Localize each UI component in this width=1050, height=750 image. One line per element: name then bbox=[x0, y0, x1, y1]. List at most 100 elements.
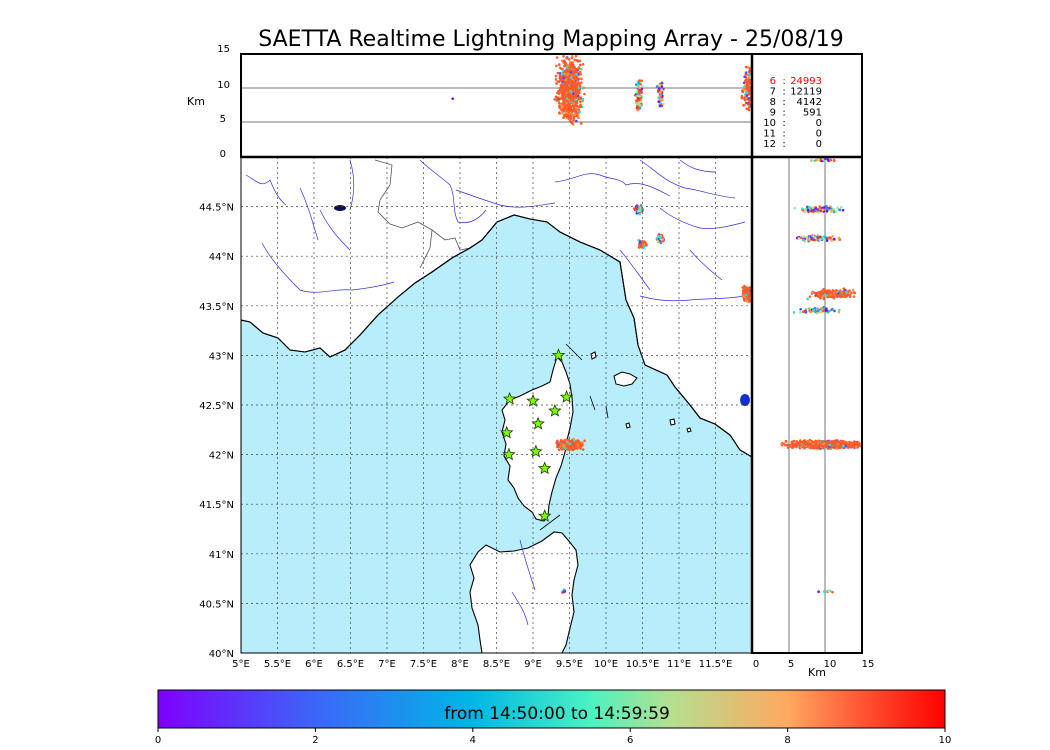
lightning-source bbox=[641, 208, 644, 211]
side-source bbox=[830, 295, 833, 299]
lightning-source bbox=[565, 440, 569, 444]
top-source bbox=[660, 85, 664, 88]
side-source bbox=[820, 290, 823, 294]
side-source bbox=[795, 444, 798, 448]
count-level: 10 bbox=[763, 118, 776, 129]
count-level: 8 bbox=[770, 97, 776, 108]
top-source bbox=[634, 83, 638, 86]
top-source bbox=[745, 91, 749, 94]
top-source bbox=[745, 82, 749, 86]
top-source bbox=[577, 116, 580, 120]
top-source bbox=[570, 61, 574, 64]
side-source bbox=[831, 234, 834, 238]
side-source bbox=[841, 208, 845, 212]
side-source bbox=[837, 444, 841, 448]
lightning-source bbox=[563, 441, 567, 445]
top-source bbox=[637, 94, 640, 98]
top-source bbox=[560, 104, 564, 108]
lightning-source bbox=[579, 442, 582, 446]
top-source bbox=[574, 88, 578, 91]
side-source bbox=[832, 439, 836, 443]
top-source bbox=[567, 114, 570, 118]
top-source bbox=[742, 103, 745, 107]
colorbar-label: from 14:50:00 to 14:59:59 bbox=[444, 704, 670, 724]
side-source bbox=[829, 291, 833, 295]
side-source bbox=[839, 206, 843, 209]
top-source bbox=[575, 82, 579, 85]
lat-tick-label: 41.5°N bbox=[199, 500, 234, 511]
top-source bbox=[555, 56, 559, 59]
top-source bbox=[660, 81, 664, 85]
top-source bbox=[745, 94, 749, 97]
top-source bbox=[563, 113, 566, 117]
top-source bbox=[577, 90, 581, 93]
count-separator: : bbox=[782, 118, 785, 129]
side-source bbox=[802, 238, 806, 242]
lon-tick-label: 10.5°E bbox=[626, 659, 660, 670]
colorbar-tick-label: 0 bbox=[155, 735, 161, 746]
side-source bbox=[825, 590, 829, 593]
top-source bbox=[657, 89, 660, 92]
lightning-source bbox=[748, 286, 752, 290]
top-source bbox=[572, 71, 576, 75]
count-level: 7 bbox=[770, 87, 776, 98]
lightning-source bbox=[562, 590, 565, 594]
top-source bbox=[553, 98, 557, 101]
top-source bbox=[741, 89, 744, 92]
lightning-source bbox=[744, 290, 747, 294]
side-source bbox=[834, 441, 838, 444]
top-source bbox=[748, 81, 752, 85]
side-xtick-10: 10 bbox=[824, 659, 837, 670]
side-source bbox=[818, 205, 822, 209]
colorbar-tick-label: 4 bbox=[470, 735, 476, 746]
side-source bbox=[825, 209, 829, 213]
side-source bbox=[819, 310, 822, 313]
side-source bbox=[804, 441, 808, 445]
count-separator: : bbox=[782, 87, 785, 98]
side-source bbox=[850, 291, 853, 295]
top-source bbox=[637, 85, 640, 89]
top-source bbox=[559, 75, 562, 78]
top-source bbox=[659, 98, 663, 101]
top-source bbox=[554, 95, 558, 99]
capraia-island bbox=[590, 351, 597, 360]
lightning-source bbox=[638, 212, 642, 216]
lon-tick-label: 7°E bbox=[378, 659, 396, 670]
top-source bbox=[561, 87, 565, 91]
lightning-source bbox=[658, 236, 662, 240]
top-source bbox=[571, 89, 575, 92]
top-source bbox=[564, 78, 568, 81]
side-source bbox=[784, 440, 788, 443]
top-source bbox=[575, 73, 578, 76]
top-source bbox=[745, 78, 748, 81]
lightning-source bbox=[634, 206, 638, 210]
top-source bbox=[573, 58, 576, 62]
top-source bbox=[575, 85, 578, 88]
lightning-source bbox=[557, 442, 561, 446]
top-source bbox=[558, 89, 562, 93]
colorbar-tick-label: 10 bbox=[939, 735, 952, 746]
top-source bbox=[745, 107, 749, 111]
lightning-source bbox=[741, 294, 745, 298]
top-source bbox=[561, 111, 564, 115]
top-source bbox=[561, 69, 565, 72]
side-source bbox=[851, 288, 855, 292]
top-source bbox=[743, 88, 746, 91]
side-source bbox=[822, 309, 825, 313]
side-source bbox=[822, 288, 825, 291]
side-source bbox=[810, 237, 814, 241]
side-source bbox=[853, 440, 856, 443]
top-source bbox=[579, 72, 582, 76]
lon-tick-label: 6.5°E bbox=[337, 659, 364, 670]
side-source bbox=[807, 206, 811, 209]
top-source bbox=[638, 101, 641, 104]
top-source bbox=[562, 61, 565, 64]
side-source bbox=[863, 445, 866, 448]
top-source bbox=[638, 88, 642, 92]
top-source bbox=[562, 107, 566, 111]
colorbar-ticks: 0 2 4 6 8 10 bbox=[155, 728, 952, 746]
lon-tick-label: 10°E bbox=[594, 659, 618, 670]
side-source bbox=[831, 590, 834, 594]
side-source bbox=[825, 442, 828, 446]
